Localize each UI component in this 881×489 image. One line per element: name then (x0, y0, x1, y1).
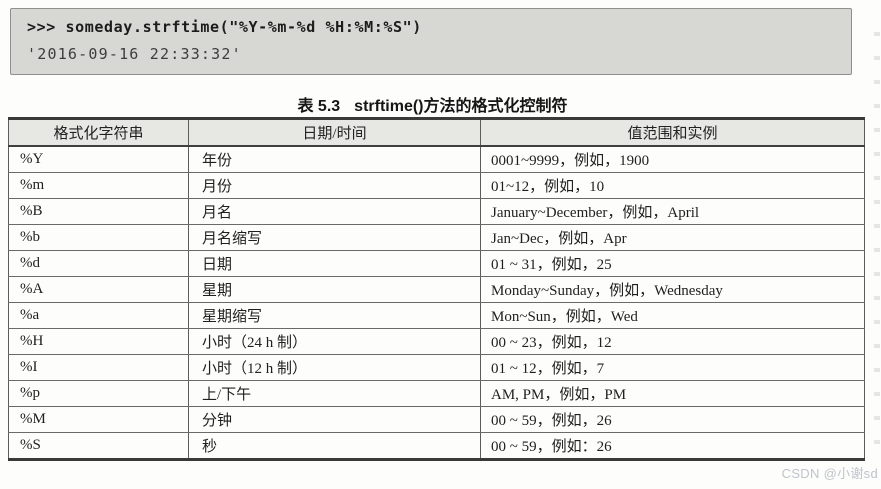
format-code-cell: %Y (8, 145, 189, 173)
table-header-row: 格式化字符串 日期/时间 值范围和实例 (8, 117, 865, 147)
range-example-cell: AM, PM，例如，PM (480, 380, 865, 407)
table-row: %M 分钟 00 ~ 59，例如，26 (8, 406, 865, 433)
range-example-cell: 01 ~ 12，例如，7 (480, 354, 865, 381)
meaning-cell: 小时（12 h 制） (188, 354, 481, 381)
range-example-cell: Monday~Sunday，例如，Wednesday (480, 276, 865, 303)
format-code-cell: %b (8, 224, 189, 251)
header-format-string: 格式化字符串 (8, 117, 189, 147)
format-code-cell: %I (8, 354, 189, 381)
meaning-cell: 月份 (188, 172, 481, 199)
scan-artifact-marks (874, 12, 880, 462)
range-example-cell: Mon~Sun，例如，Wed (480, 302, 865, 329)
range-example-cell: 01 ~ 31，例如，25 (480, 250, 865, 277)
table-row: %B 月名 January~December，例如，April (8, 198, 865, 225)
meaning-cell: 星期 (188, 276, 481, 303)
range-example-cell: 00 ~ 59，例如：26 (480, 432, 865, 461)
format-code-cell: %S (8, 432, 189, 461)
python-code-block: >>> someday.strftime("%Y-%m-%d %H:%M:%S"… (10, 8, 852, 75)
meaning-cell: 年份 (188, 145, 481, 173)
range-example-cell: 01~12，例如，10 (480, 172, 865, 199)
range-example-cell: Jan~Dec，例如，Apr (480, 224, 865, 251)
table-row: %I 小时（12 h 制） 01 ~ 12，例如，7 (8, 354, 865, 381)
table-caption: 表 5.3 strftime()方法的格式化控制符 (0, 92, 865, 116)
csdn-watermark: CSDN @小谢sd (781, 466, 878, 481)
format-code-cell: %A (8, 276, 189, 303)
table-caption-title: strftime()方法的格式化控制符 (354, 98, 568, 115)
format-code-cell: %a (8, 302, 189, 329)
format-code-cell: %H (8, 328, 189, 355)
format-code-cell: %B (8, 198, 189, 225)
meaning-cell: 月名 (188, 198, 481, 225)
table-row: %Y 年份 0001~9999，例如，1900 (8, 145, 865, 173)
range-example-cell: 00 ~ 59，例如，26 (480, 406, 865, 433)
meaning-cell: 分钟 (188, 406, 481, 433)
format-code-cell: %M (8, 406, 189, 433)
table-row: %A 星期 Monday~Sunday，例如，Wednesday (8, 276, 865, 303)
table-row: %S 秒 00 ~ 59，例如：26 (8, 432, 865, 461)
meaning-cell: 星期缩写 (188, 302, 481, 329)
meaning-cell: 日期 (188, 250, 481, 277)
table-row: %m 月份 01~12，例如，10 (8, 172, 865, 199)
format-code-cell: %m (8, 172, 189, 199)
header-range-example: 值范围和实例 (480, 117, 865, 147)
meaning-cell: 上/下午 (188, 380, 481, 407)
meaning-cell: 秒 (188, 432, 481, 461)
range-example-cell: 0001~9999，例如，1900 (480, 145, 865, 173)
range-example-cell: 00 ~ 23，例如，12 (480, 328, 865, 355)
header-date-time: 日期/时间 (188, 117, 481, 147)
code-output-line: '2016-09-16 22:33:32' (27, 45, 242, 63)
table-row: %b 月名缩写 Jan~Dec，例如，Apr (8, 224, 865, 251)
strftime-format-table: 格式化字符串 日期/时间 值范围和实例 %Y 年份 0001~9999，例如，1… (8, 117, 865, 461)
range-example-cell: January~December，例如，April (480, 198, 865, 225)
table-row: %d 日期 01 ~ 31，例如，25 (8, 250, 865, 277)
format-code-cell: %p (8, 380, 189, 407)
meaning-cell: 月名缩写 (188, 224, 481, 251)
meaning-cell: 小时（24 h 制） (188, 328, 481, 355)
format-code-cell: %d (8, 250, 189, 277)
code-prompt-line: >>> someday.strftime("%Y-%m-%d %H:%M:%S"… (27, 18, 422, 36)
table-caption-number: 表 5.3 (297, 98, 341, 115)
table-row: %H 小时（24 h 制） 00 ~ 23，例如，12 (8, 328, 865, 355)
table-row: %p 上/下午 AM, PM，例如，PM (8, 380, 865, 407)
table-row: %a 星期缩写 Mon~Sun，例如，Wed (8, 302, 865, 329)
